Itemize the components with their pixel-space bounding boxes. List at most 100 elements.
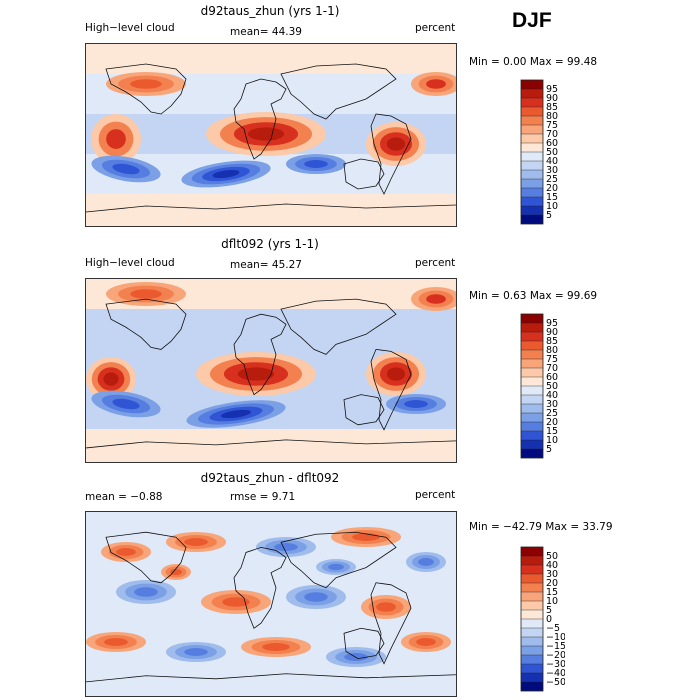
colorbar3-label-9: −10 <box>546 632 565 643</box>
map2-africa-level-3 <box>103 372 119 386</box>
panel1-variable-label: High−level cloud <box>85 22 175 34</box>
map3-anomaly-11-level-2 <box>262 643 290 651</box>
map1-dry-1-level-3 <box>212 169 240 179</box>
colorbar3-label-4: 15 <box>546 587 558 598</box>
colorbar2-label-6: 60 <box>546 372 558 383</box>
colorbar3-label-7: 0 <box>546 614 552 625</box>
colorbar3-swatch-9 <box>521 628 543 637</box>
colorbar1-label-7: 50 <box>546 147 558 158</box>
colorbar1-swatch-9 <box>521 161 543 170</box>
colorbar1-swatch-13 <box>521 197 543 206</box>
colorbar1-label-3: 80 <box>546 111 558 122</box>
panel3-contour-field <box>86 512 456 696</box>
colorbar2-swatch-11 <box>521 413 543 422</box>
coastline-5 <box>86 203 456 213</box>
colorbar2-label-0: 95 <box>546 318 558 329</box>
colorbar2-swatch-0 <box>521 314 543 323</box>
map2-dry-3-level-2 <box>404 400 428 408</box>
panel1-units-label: percent <box>415 22 456 34</box>
colorbar3-swatch-7 <box>521 610 543 619</box>
coastline-5 <box>86 673 456 683</box>
map3-anomaly-8-level-2 <box>376 602 396 612</box>
colorbar2-swatch-6 <box>521 368 543 377</box>
colorbar2-label-11: 20 <box>546 417 558 428</box>
colorbar3-label-2: 30 <box>546 569 558 580</box>
colorbar1-swatch-8 <box>521 152 543 161</box>
panel1-minmax: Min = 0.00 Max = 99.48 <box>469 56 598 68</box>
colorbar2-swatch-3 <box>521 341 543 350</box>
coastline-5 <box>86 439 456 449</box>
colorbar1-label-9: 30 <box>546 165 558 176</box>
map2-amazon-level-3 <box>386 367 406 381</box>
colorbar1-swatch-15 <box>521 215 543 224</box>
colorbar1-label-8: 40 <box>546 156 558 167</box>
coastline-3 <box>105 63 187 115</box>
map3-anomaly-14-level-2 <box>170 568 182 576</box>
map3-anomaly-0-level-2 <box>116 548 136 556</box>
colorbar3-swatch-4 <box>521 583 543 592</box>
colorbar3-swatch-3 <box>521 574 543 583</box>
colorbar2-label-12: 15 <box>546 426 558 437</box>
colorbar3-label-10: −15 <box>546 641 565 652</box>
colorbar3-label-1: 40 <box>546 560 558 571</box>
colorbar2-swatch-7 <box>521 377 543 386</box>
map1-dry-3-level-2 <box>304 160 328 168</box>
panel3-minmax: Min = −42.79 Max = 33.79 <box>469 521 613 533</box>
colorbar2-label-1: 90 <box>546 327 558 338</box>
colorbar2-swatch-13 <box>521 431 543 440</box>
colorbar1-swatch-5 <box>521 125 543 134</box>
panel2-variable-label: High−level cloud <box>85 257 175 269</box>
colorbar3-swatch-5 <box>521 592 543 601</box>
map2-dry-1-level-3 <box>221 409 251 419</box>
panel2-contour-field <box>86 279 456 462</box>
panel2-map <box>85 278 457 463</box>
map3-anomaly-13-level-2 <box>416 638 436 646</box>
colorbar3-label-12: −30 <box>546 659 565 670</box>
map3-anomaly-15-level-2 <box>328 563 344 571</box>
colorbar1-label-0: 95 <box>546 84 558 95</box>
colorbar2-label-8: 40 <box>546 390 558 401</box>
panel2-title: dflt092 (yrs 1-1) <box>221 237 319 251</box>
colorbar3-swatch-6 <box>521 601 543 610</box>
colorbar1-label-6: 60 <box>546 138 558 149</box>
coastline-2 <box>343 627 385 660</box>
colorbar3-swatch-8 <box>521 619 543 628</box>
colorbar2-swatch-15 <box>521 449 543 458</box>
colorbar3-label-8: −5 <box>546 623 560 634</box>
colorbar1-swatch-0 <box>521 80 543 89</box>
colorbar2-label-10: 25 <box>546 408 558 419</box>
colorbar1-label-13: 10 <box>546 201 558 212</box>
coastline-1 <box>280 298 397 355</box>
panel3-mean-label: mean = −0.88 <box>85 491 163 503</box>
colorbar2-label-9: 30 <box>546 399 558 410</box>
panel3-map <box>85 511 457 697</box>
season-label: DJF <box>512 9 552 32</box>
colorbar2-swatch-1 <box>521 323 543 332</box>
map3-anomaly-9-level-2 <box>104 638 128 646</box>
panel2-minmax: Min = 0.63 Max = 99.69 <box>469 290 598 302</box>
colorbar1-label-14: 5 <box>546 210 552 221</box>
panel3-units-label: percent <box>415 489 456 501</box>
colorbar1-label-11: 20 <box>546 183 558 194</box>
map3-anomaly-1-level-2 <box>184 538 208 546</box>
panel1-mean-label: mean= 44.39 <box>230 26 302 38</box>
colorbar1-label-1: 90 <box>546 93 558 104</box>
panel1-title: d92taus_zhun (yrs 1-1) <box>200 4 340 18</box>
colorbar3-swatch-10 <box>521 637 543 646</box>
colorbar2-label-2: 85 <box>546 336 558 347</box>
colorbar1-swatch-12 <box>521 188 543 197</box>
map3-anomaly-6-level-2 <box>222 597 250 607</box>
colorbar2-label-7: 50 <box>546 381 558 392</box>
map2-dry-2-level-2 <box>112 398 140 410</box>
coastline-4 <box>370 348 412 431</box>
colorbar1-swatch-10 <box>521 170 543 179</box>
colorbar3-label-6: 5 <box>546 605 552 616</box>
colorbar3-label-14: −50 <box>546 677 565 688</box>
colorbar1-swatch-4 <box>521 116 543 125</box>
coastline-2 <box>343 394 385 426</box>
map1-north-1-level-2 <box>130 79 162 89</box>
colorbar3-swatch-14 <box>521 673 543 682</box>
map2-band-south <box>86 429 456 462</box>
